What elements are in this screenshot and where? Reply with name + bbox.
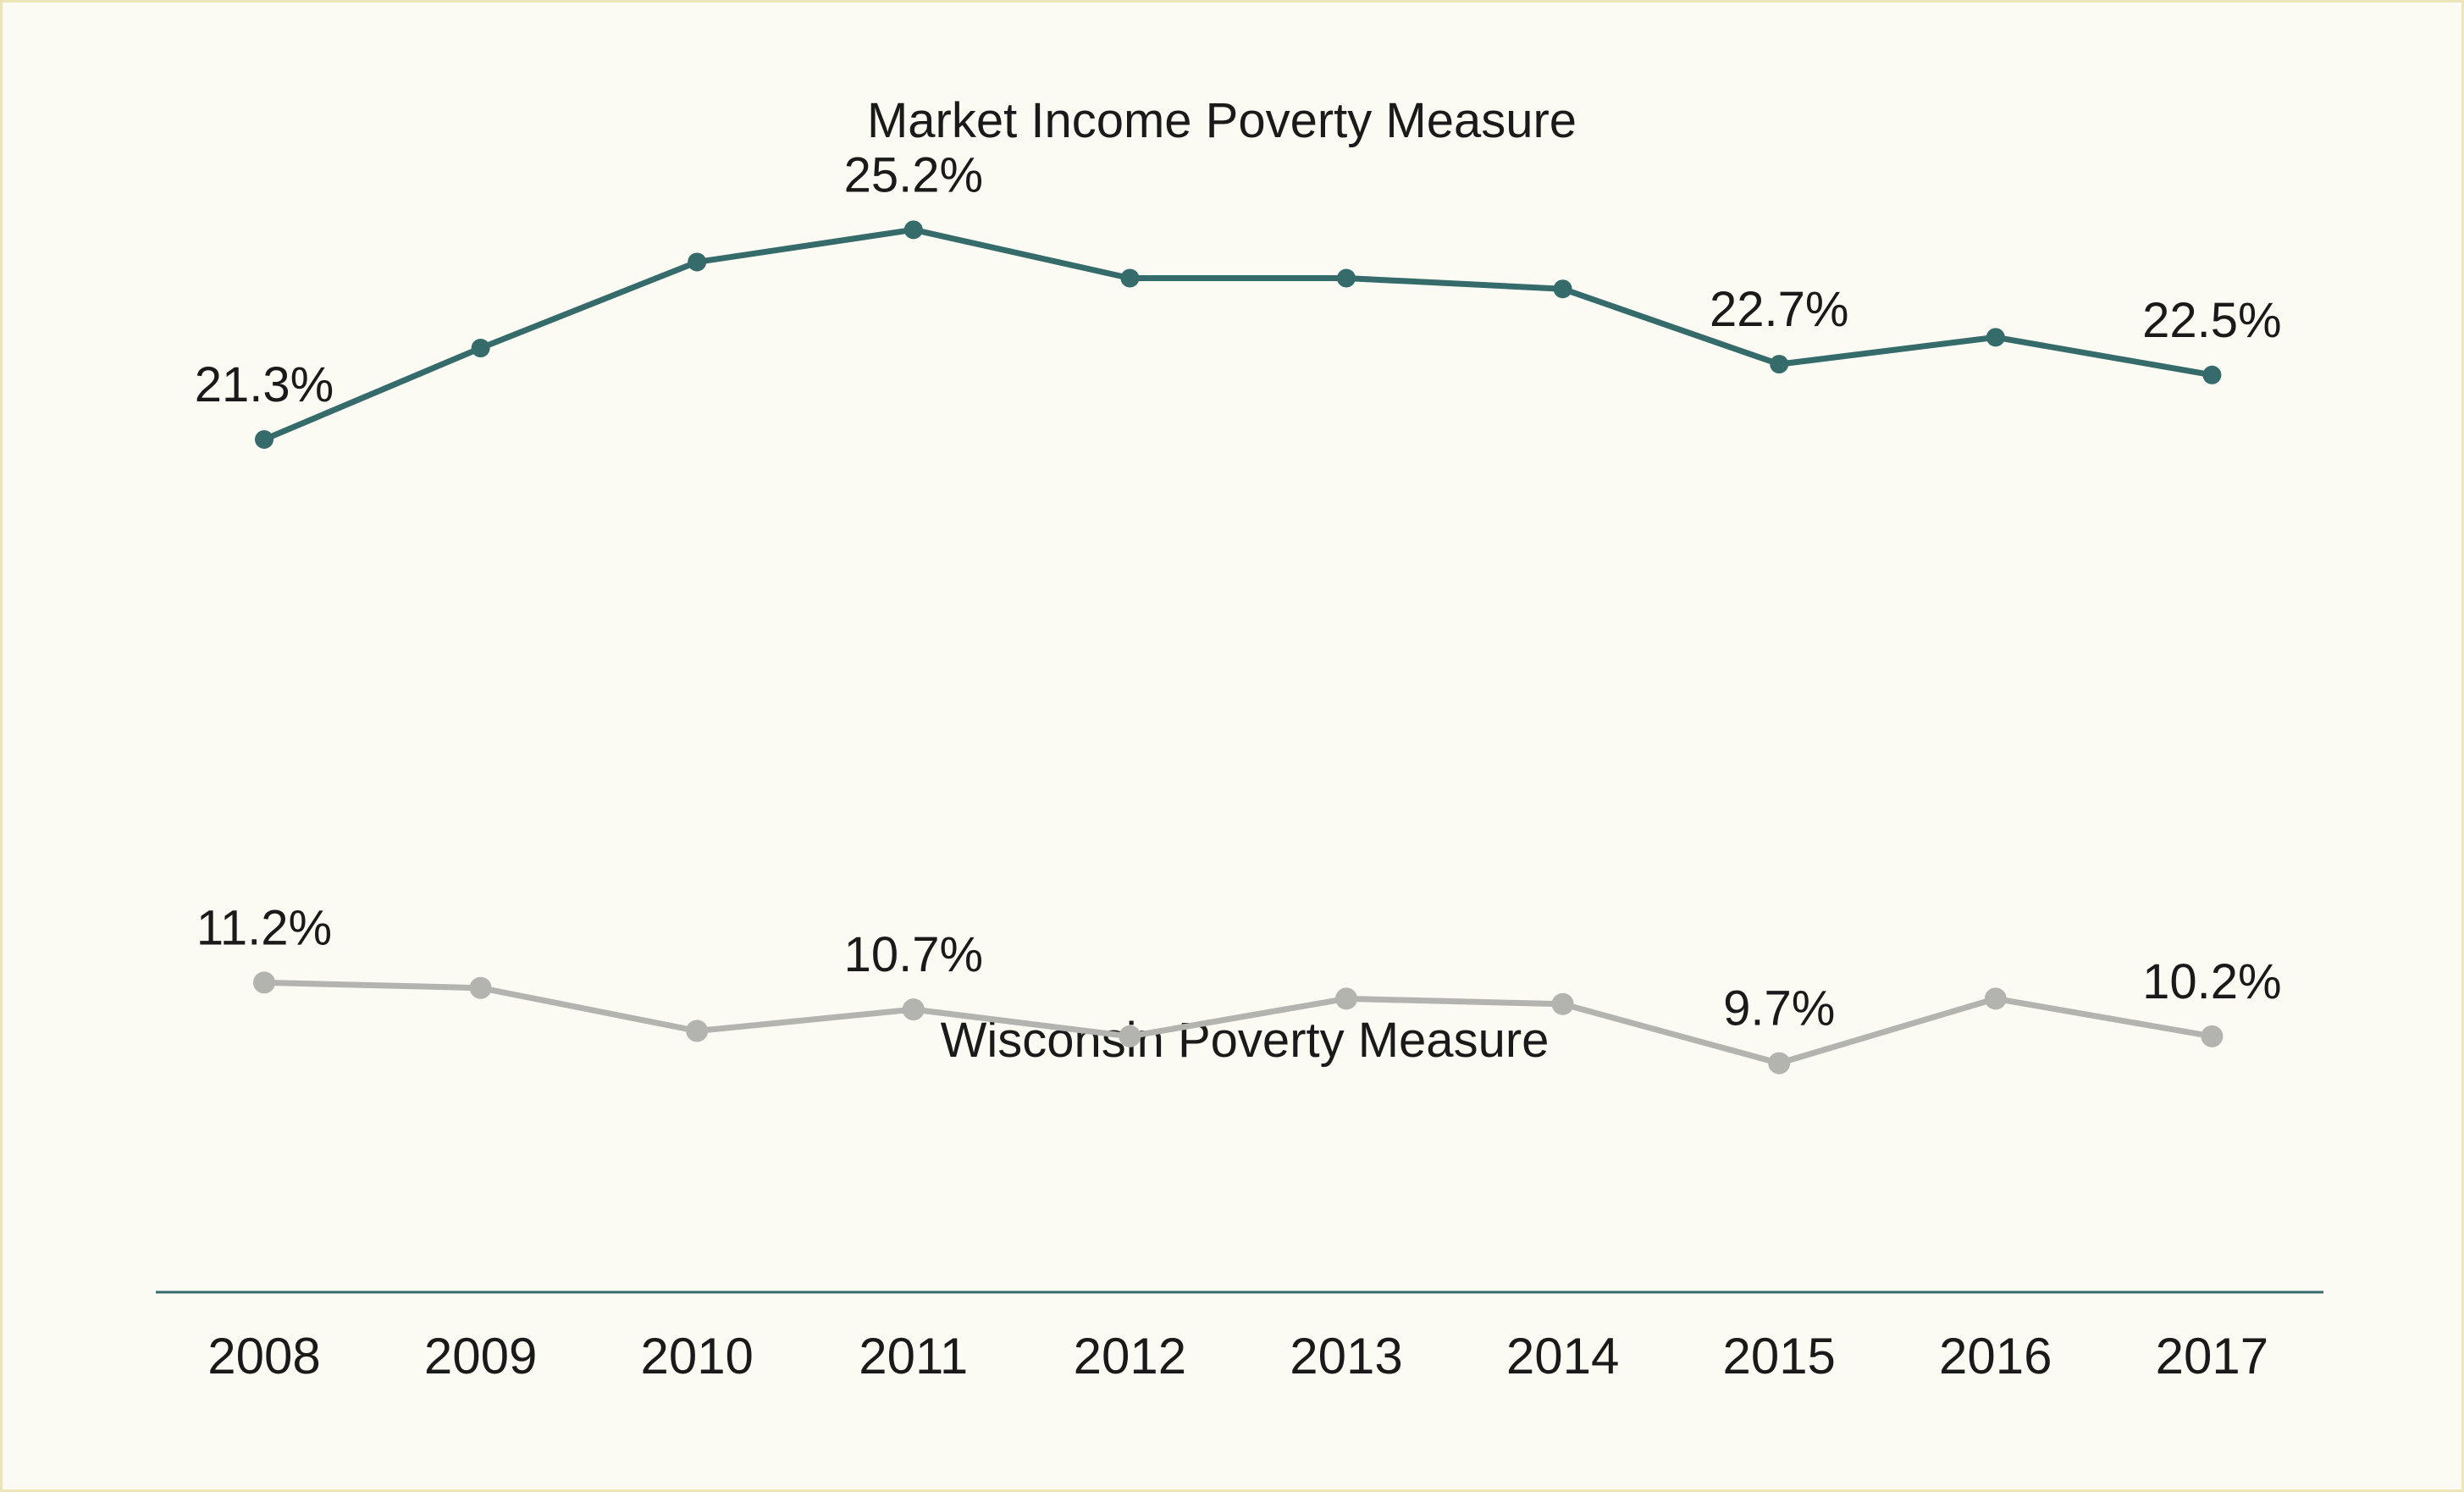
point-wisconsin-2011 xyxy=(902,998,925,1021)
point-market-income-2016 xyxy=(1986,328,2005,347)
point-wisconsin-2013 xyxy=(1335,987,1357,1010)
x-axis-tick-labels: 2008 2009 2010 2011 2012 2013 2014 2015 2016 2017 xyxy=(207,1328,2268,1384)
point-wisconsin-2012 xyxy=(1119,1025,1141,1047)
data-label-wisconsin-2008: 11.2% xyxy=(196,900,332,955)
point-wisconsin-2010 xyxy=(686,1020,709,1042)
data-label-market-income-2017: 22.5% xyxy=(2142,293,2281,348)
series-label-wisconsin: Wisconsin Poverty Measure xyxy=(941,1013,1550,1068)
data-label-wisconsin-2011: 10.7% xyxy=(844,927,983,982)
point-wisconsin-2009 xyxy=(469,976,492,999)
point-wisconsin-2015 xyxy=(1768,1052,1791,1075)
point-market-income-2011 xyxy=(903,220,923,240)
line-market-income xyxy=(261,226,2215,443)
series-points xyxy=(253,220,2224,1075)
line-wisconsin xyxy=(261,979,2215,1067)
point-wisconsin-2008 xyxy=(253,971,275,994)
point-market-income-2012 xyxy=(1120,268,1140,288)
x-tick-label-2012: 2012 xyxy=(1074,1328,1186,1384)
x-tick-label-2011: 2011 xyxy=(859,1328,968,1384)
point-wisconsin-2016 xyxy=(1984,987,2007,1010)
data-label-market-income-2011: 25.2% xyxy=(844,147,983,202)
data-labels: 21.3% 25.2% 22.7% 22.5% 11.2% 10.7% 9.7% 10.2% xyxy=(195,147,2282,1036)
x-tick-label-2013: 2013 xyxy=(1290,1328,1402,1384)
series-lines xyxy=(261,226,2215,1067)
x-tick-label-2009: 2009 xyxy=(424,1328,537,1384)
point-market-income-2009 xyxy=(471,339,490,358)
x-tick-label-2017: 2017 xyxy=(2156,1328,2268,1384)
data-label-market-income-2015: 22.7% xyxy=(1710,282,1848,337)
series-label-market-income: Market Income Poverty Measure xyxy=(867,93,1577,148)
point-market-income-2014 xyxy=(1553,279,1572,299)
x-tick-label-2016: 2016 xyxy=(1939,1328,2052,1384)
data-label-wisconsin-2015: 9.7% xyxy=(1723,981,1835,1036)
point-market-income-2008 xyxy=(255,430,273,449)
x-tick-label-2010: 2010 xyxy=(640,1328,753,1384)
point-market-income-2010 xyxy=(688,252,707,272)
x-tick-label-2015: 2015 xyxy=(1722,1328,1835,1384)
point-market-income-2015 xyxy=(1770,355,1789,374)
point-wisconsin-2014 xyxy=(1551,992,1574,1015)
point-wisconsin-2017 xyxy=(2201,1025,2224,1047)
x-tick-label-2008: 2008 xyxy=(207,1328,320,1384)
data-label-wisconsin-2017: 10.2% xyxy=(2142,954,2281,1009)
series-names: Market Income Poverty Measure Wisconsin … xyxy=(867,93,1577,1068)
data-label-market-income-2008: 21.3% xyxy=(195,357,334,412)
point-market-income-2017 xyxy=(2202,365,2222,384)
point-market-income-2013 xyxy=(1337,268,1356,288)
x-tick-label-2014: 2014 xyxy=(1506,1328,1619,1384)
